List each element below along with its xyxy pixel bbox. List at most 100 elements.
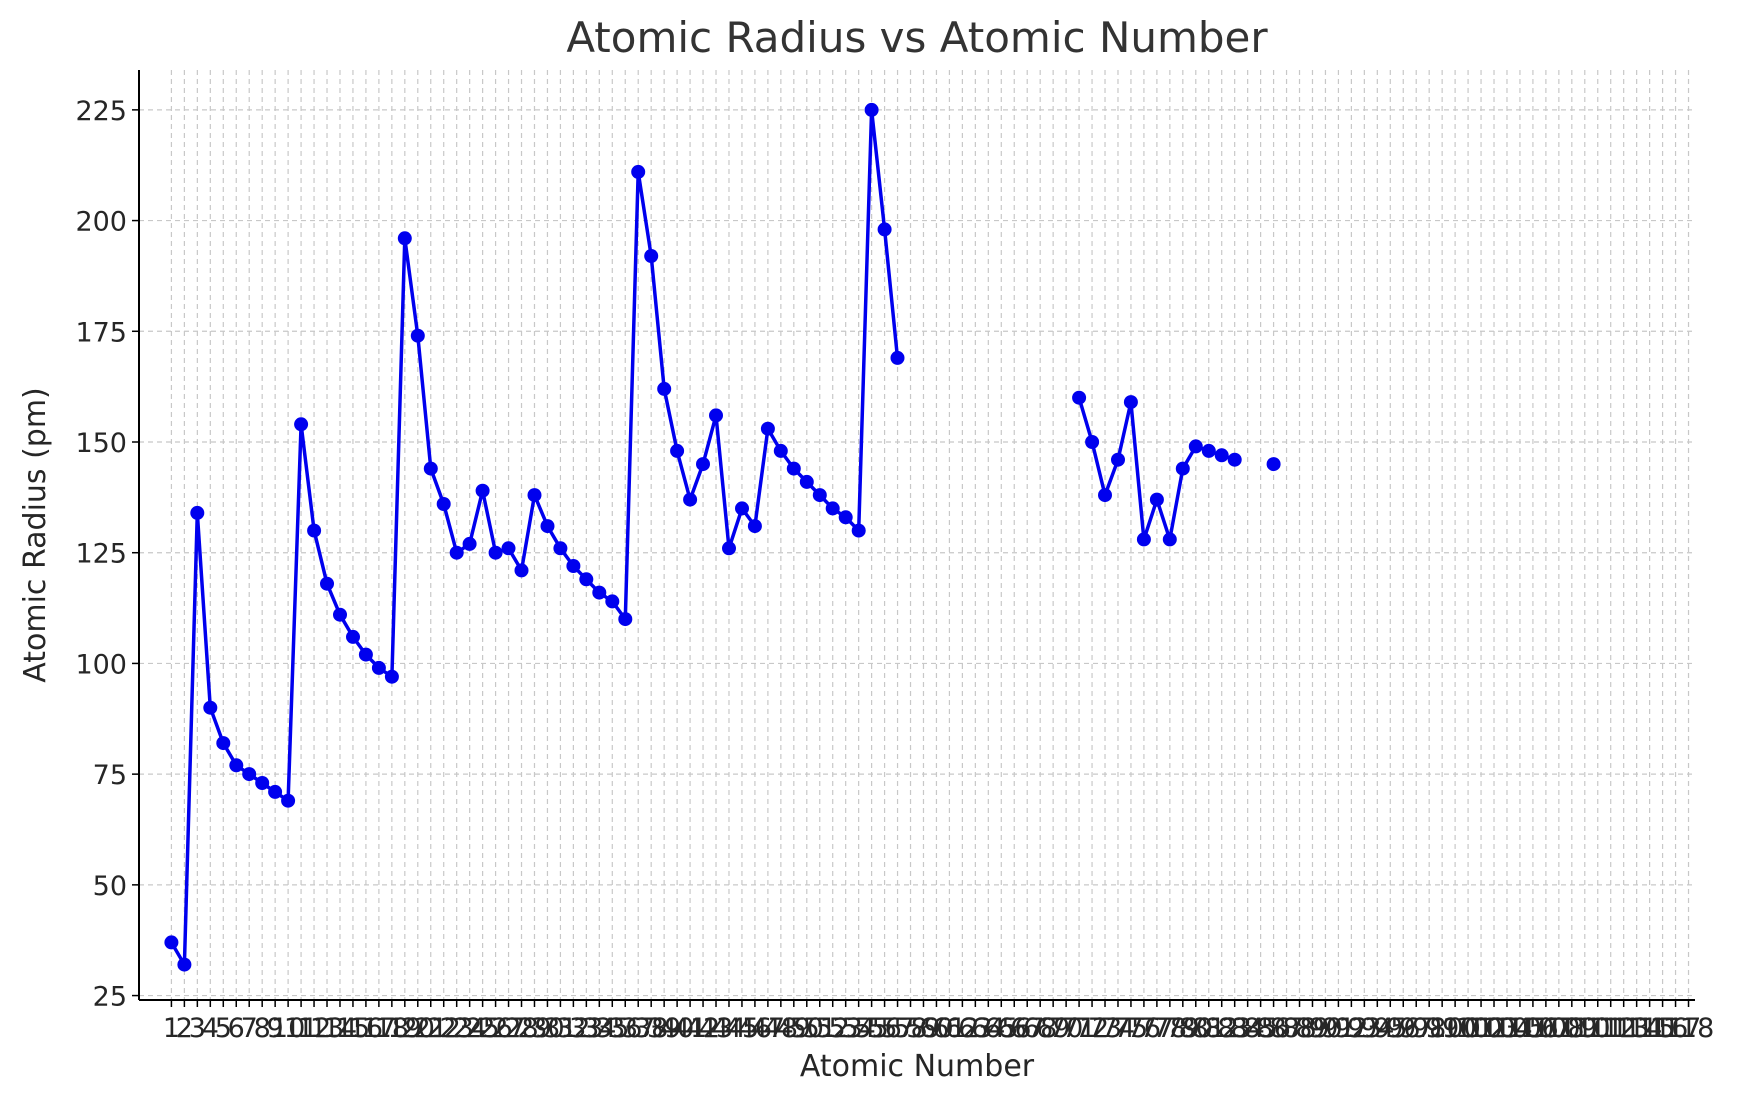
x-tick-label: 18 [375,1013,409,1044]
x-tick-label: 102 [1455,1013,1507,1044]
data-point [423,461,438,476]
x-tick-label: 117 [1650,1013,1702,1044]
data-point [333,607,347,622]
x-tick-label: 9 [267,1013,284,1044]
data-point [1188,439,1203,454]
y-tick-label: 200 [75,207,127,238]
x-tick-label: 35 [595,1013,629,1044]
x-tick-label: 24 [452,1013,486,1044]
data-point [397,231,412,246]
data-point [735,501,749,516]
x-tick-label: 112 [1585,1013,1637,1044]
data-point [592,585,607,600]
x-tick-label: 87 [1269,1013,1303,1044]
x-tick-label: 99 [1425,1013,1459,1044]
x-tick-label: 76 [1127,1013,1161,1044]
data-point [203,700,218,715]
data-point [1136,532,1151,547]
data-point [579,572,594,587]
x-tick-label: 43 [699,1013,733,1044]
x-tick-label: 111 [1572,1013,1624,1044]
x-tick-label: 33 [569,1013,603,1044]
x-tick-label: 48 [764,1013,798,1044]
x-tick-label: 93 [1347,1013,1381,1044]
x-tick-label: 53 [829,1013,863,1044]
x-tick-label: 109 [1546,1013,1598,1044]
x-tick-label: 91 [1321,1013,1355,1044]
data-point [1149,492,1164,507]
data-point [1175,461,1190,476]
x-tick-label: 34 [582,1013,616,1044]
data-point [1214,448,1229,463]
x-tick-label: 73 [1088,1013,1122,1044]
y-axis-label: Atomic Radius (pm) [18,387,53,683]
x-tick-label: 114 [1611,1013,1663,1044]
data-point [1085,435,1100,449]
x-tick-label: 68 [1023,1013,1057,1044]
data-point [462,536,477,551]
x-tick-label: 110 [1559,1013,1611,1044]
data-point [540,519,555,534]
x-tick-label: 42 [686,1013,720,1044]
data-point [242,767,257,782]
x-tick-label: 81 [1192,1013,1226,1044]
x-tick-label: 17 [362,1013,396,1044]
x-tick-label: 118 [1663,1013,1715,1044]
data-point [631,164,646,179]
data-point [760,421,775,436]
x-tick-label: 103 [1468,1013,1520,1044]
x-tick-label: 72 [1075,1013,1109,1044]
y-ticks: 25 50 75 100 125 150 175 200 225 [75,96,139,1013]
data-point [605,594,620,609]
x-tick-label: 31 [543,1013,577,1044]
x-tick-label: 88 [1282,1013,1316,1044]
data-point [1201,443,1216,458]
x-tick-label: 8 [254,1013,271,1044]
x-tick-label: 104 [1481,1013,1533,1044]
x-tick-label: 67 [1010,1013,1044,1044]
x-tick-label: 115 [1624,1013,1676,1044]
x-tick-label: 82 [1205,1013,1239,1044]
data-point [320,576,334,591]
x-tick-label: 92 [1334,1013,1368,1044]
x-tick-label: 106 [1507,1013,1559,1044]
x-tick-label: 69 [1036,1013,1070,1044]
x-tick-label: 11 [284,1013,318,1044]
x-tick-label: 7 [241,1013,258,1044]
x-tick-label: 65 [984,1013,1018,1044]
x-tick-label: 52 [816,1013,850,1044]
data-point [488,545,503,560]
x-tick-label: 71 [1062,1013,1096,1044]
x-tick-label: 100 [1429,1013,1481,1044]
x-tick-label: 101 [1442,1013,1494,1044]
x-tick-label: 28 [504,1013,538,1044]
x-tick-label: 94 [1360,1013,1394,1044]
data-point [1098,488,1112,503]
x-tick-label: 63 [958,1013,992,1044]
data-point [618,612,633,627]
x-tick-label: 10 [271,1013,305,1044]
data-point [1266,457,1281,472]
x-tick-label: 105 [1494,1013,1546,1044]
x-tick-label: 27 [491,1013,525,1044]
x-ticks: 1234567891011121314151617181920212223242… [163,1000,1714,1044]
x-tick-label: 55 [854,1013,888,1044]
x-tick-label: 25 [465,1013,499,1044]
x-tick-label: 83 [1218,1013,1252,1044]
data-point [1111,452,1125,467]
y-tick-label: 100 [75,649,127,680]
data-point [812,488,827,503]
data-point [1072,390,1087,405]
y-tick-label: 225 [75,96,127,127]
x-tick-label: 15 [336,1013,370,1044]
data-point [566,559,581,573]
y-tick-label: 50 [93,871,127,902]
x-tick-label: 13 [310,1013,344,1044]
x-tick-label: 85 [1243,1013,1277,1044]
x-tick-label: 39 [647,1013,681,1044]
data-point [851,523,866,538]
x-tick-label: 41 [673,1013,707,1044]
x-tick-label: 80 [1179,1013,1213,1044]
x-tick-label: 77 [1140,1013,1174,1044]
